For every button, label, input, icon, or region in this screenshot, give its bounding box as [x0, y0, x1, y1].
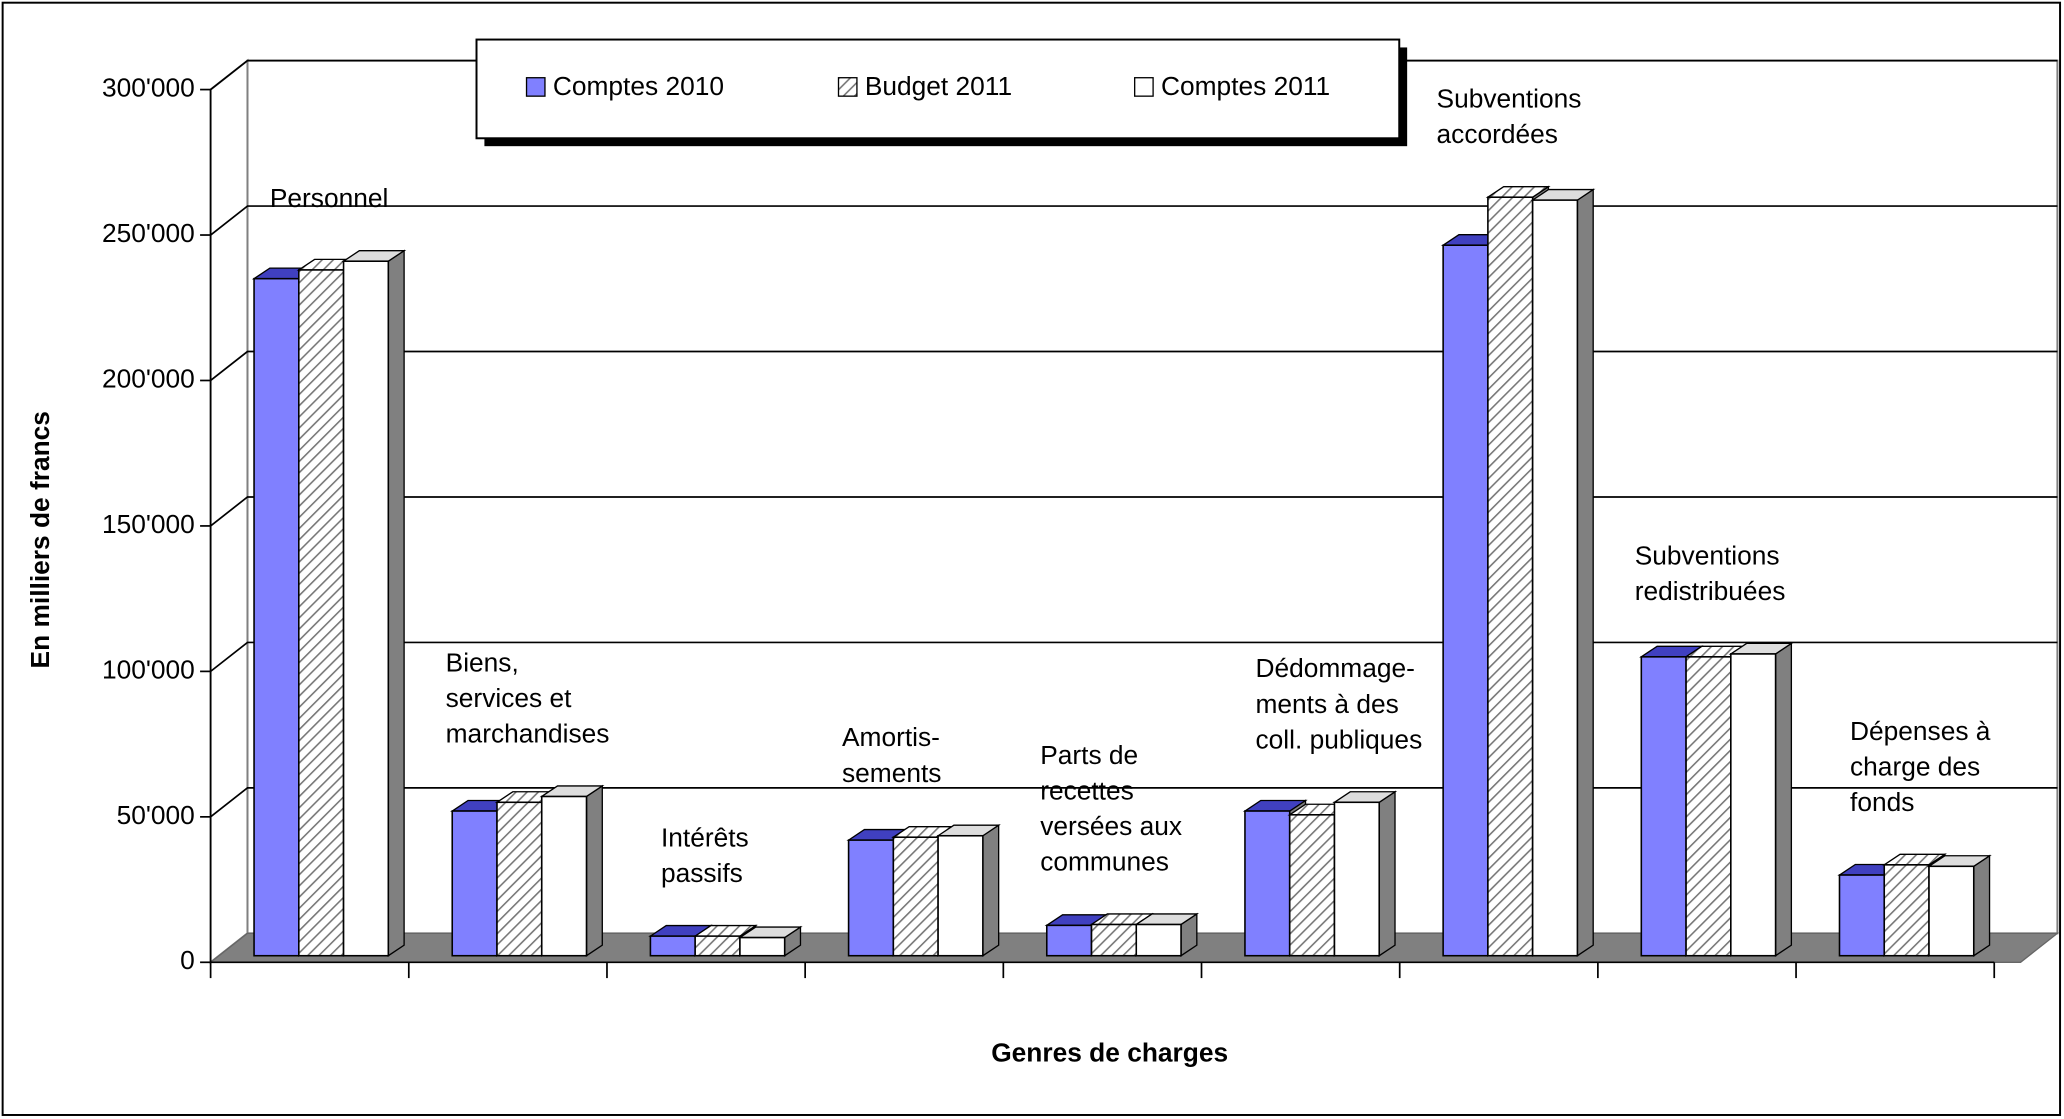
bar-front	[1883, 864, 1930, 957]
bar	[1926, 854, 1992, 957]
bar-front	[1531, 199, 1579, 957]
bar	[1728, 642, 1794, 957]
category-label-line: Personnel	[270, 183, 388, 213]
bar-front	[451, 810, 498, 957]
grid-line	[210, 59, 2058, 91]
bar-front	[298, 269, 345, 957]
category-label-line: Amortis-	[842, 722, 940, 752]
category-label-line: charge des	[1850, 751, 1980, 781]
category-label-line: Intérêts	[661, 823, 749, 853]
bar-side	[387, 249, 405, 957]
bar-front	[1045, 924, 1093, 957]
legend-swatch	[525, 77, 546, 97]
category-label: Amortis-sements	[842, 722, 941, 788]
x-axis-title: Genres de charges	[991, 1037, 1228, 1067]
bar	[737, 925, 803, 957]
bar-front	[1838, 874, 1886, 957]
bar-front	[1640, 656, 1687, 957]
category-label-line: versées aux	[1040, 811, 1182, 841]
bar-front	[937, 834, 984, 957]
category-label-line: redistribuées	[1635, 576, 1786, 606]
bar-front	[1288, 814, 1336, 957]
bar-front	[649, 935, 696, 957]
category-label-line: Dédommage-	[1255, 653, 1414, 683]
bar-front	[253, 277, 300, 957]
bar-front	[1135, 923, 1182, 957]
bar-front	[496, 801, 543, 957]
bar-side	[1378, 790, 1396, 957]
category-label: Subventions redistribuées	[1635, 540, 1786, 606]
category-label-line: coll. publiques	[1255, 724, 1422, 754]
bar-front	[1487, 196, 1534, 957]
bar-front	[1333, 801, 1381, 957]
category-label: Personnel	[270, 183, 388, 213]
bar-side	[1973, 854, 1991, 957]
bar-front	[694, 935, 741, 957]
category-label: Dédommage-ments à des coll. publiques	[1255, 653, 1422, 754]
category-label-line: Parts de	[1040, 740, 1138, 770]
bar-side	[1576, 188, 1594, 957]
category-label-line: communes	[1040, 847, 1169, 877]
bar	[1134, 912, 1200, 957]
category-label-line: marchandises	[446, 719, 610, 749]
y-axis-title: En milliers de francs	[25, 411, 55, 668]
bar-front	[1685, 656, 1732, 957]
bar-front	[1090, 923, 1138, 957]
bar-front	[1928, 865, 1975, 957]
bar	[539, 784, 605, 957]
y-tick-label: 0	[180, 945, 195, 975]
bar	[935, 823, 1001, 957]
category-label-line: Biens,	[446, 647, 519, 677]
bar	[341, 249, 407, 957]
y-tick-label: 200'000	[102, 363, 195, 393]
category-label-line: passifs	[661, 858, 743, 888]
legend-label: Comptes 2011	[1161, 71, 1330, 101]
category-label-line: accordées	[1437, 119, 1558, 149]
category-label: Dépenses à charge des fonds	[1850, 716, 1991, 817]
bar-front	[739, 936, 786, 957]
bar-front	[1442, 244, 1489, 957]
category-label: Intérêts passifs	[661, 823, 749, 889]
bar-front	[540, 795, 588, 957]
legend-box	[475, 38, 1401, 140]
category-label-line: services et	[446, 683, 572, 713]
category-label-line: Subventions	[1437, 84, 1582, 114]
category-label-line: Dépenses à	[1850, 716, 1991, 746]
bar-side	[585, 784, 603, 957]
legend-swatch	[1134, 77, 1154, 97]
category-label: Parts de recettes versées aux communes	[1040, 740, 1182, 877]
bar-front	[847, 839, 895, 957]
category-label-line: sements	[842, 758, 941, 788]
category-label-line: Subventions	[1635, 540, 1780, 570]
y-tick-label: 250'000	[102, 218, 195, 248]
category-label: Biens, services et marchandises	[446, 647, 610, 748]
y-tick-label: 100'000	[102, 654, 195, 684]
legend: Comptes 2010 Budget 2011 Comptes 2011	[475, 38, 1408, 147]
y-tick-label: 50'000	[117, 800, 195, 830]
legend-label: Comptes 2010	[553, 71, 724, 101]
bar-front	[892, 836, 939, 957]
bar	[1530, 188, 1596, 957]
bar-side	[982, 823, 1000, 957]
legend-label: Budget 2011	[865, 71, 1012, 101]
bar-front	[1730, 653, 1777, 957]
y-tick-label: 300'000	[102, 73, 195, 103]
y-tick-label: 150'000	[102, 509, 195, 539]
bar-front	[1244, 810, 1291, 957]
bar	[1332, 790, 1398, 957]
category-label-line: fonds	[1850, 787, 1914, 817]
category-label: Subventions accordées	[1437, 84, 1582, 150]
bar-front	[342, 260, 390, 957]
category-label-line: recettes	[1040, 775, 1134, 805]
bar-side	[1774, 642, 1793, 957]
legend-swatch	[837, 77, 858, 97]
category-label-line: ments à des	[1255, 689, 1398, 719]
grid-line	[210, 205, 2058, 236]
